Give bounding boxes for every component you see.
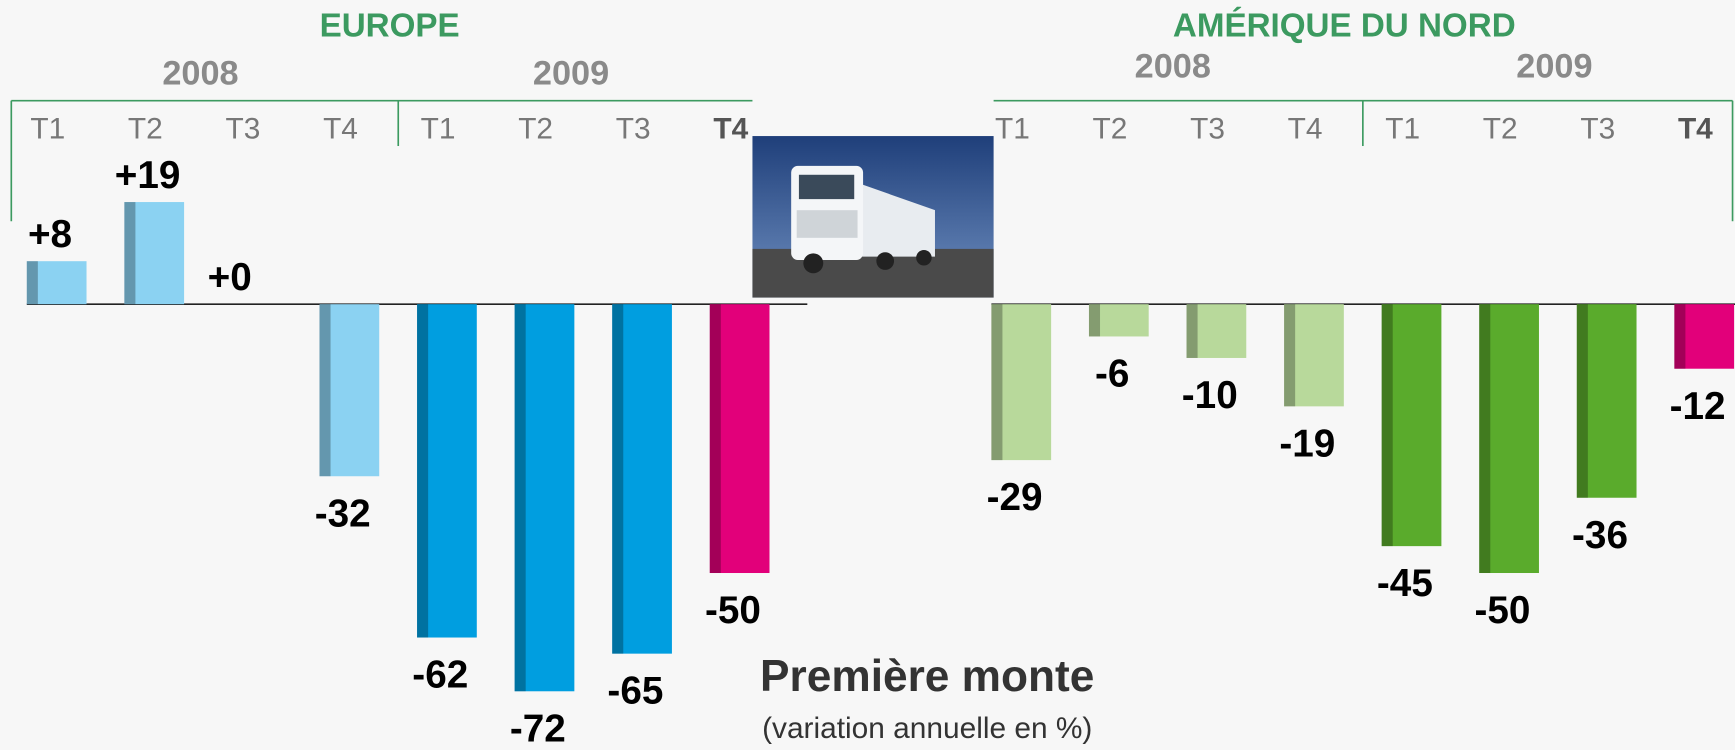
chart-title: Première monte <box>760 652 1094 701</box>
value-label: -6 <box>1095 353 1129 396</box>
bar-shade <box>1479 304 1490 573</box>
bar-shade <box>124 202 135 304</box>
value-label: +8 <box>28 213 72 256</box>
bar-shade <box>1382 304 1393 546</box>
bar-shade <box>991 304 1002 460</box>
year-label: 2008 <box>162 54 238 92</box>
category-label: T1 <box>1385 112 1420 145</box>
bar-shade <box>612 304 623 653</box>
value-label: -50 <box>1474 589 1530 632</box>
value-label: +19 <box>115 154 181 197</box>
value-label: -72 <box>510 707 566 750</box>
year-label: 2009 <box>533 54 609 92</box>
bar-shade <box>1674 304 1685 369</box>
category-label: T3 <box>226 112 261 145</box>
category-label: T2 <box>128 112 163 145</box>
panel-title: EUROPE <box>320 7 460 44</box>
category-label: T4 <box>1288 112 1323 145</box>
bar-shade <box>27 261 38 304</box>
value-label: -32 <box>315 492 371 535</box>
year-label: 2008 <box>1135 48 1211 86</box>
bar-shade <box>319 304 330 476</box>
bar-shade <box>1284 304 1295 406</box>
value-label: -12 <box>1670 385 1726 428</box>
value-label: -36 <box>1572 514 1628 557</box>
bar-shade <box>710 304 721 573</box>
category-label: T3 <box>1580 112 1615 145</box>
bar-shade <box>1089 304 1100 336</box>
chart: Première monte (variation annuelle en %)… <box>0 0 1735 750</box>
category-label: T2 <box>1483 112 1518 145</box>
category-label: T1 <box>995 112 1030 145</box>
value-label: +0 <box>208 256 252 299</box>
value-label: -10 <box>1182 374 1238 417</box>
bar-shade <box>1577 304 1588 498</box>
chart-subtitle: (variation annuelle en %) <box>762 712 1092 745</box>
category-label: T4 <box>323 112 358 145</box>
value-label: -19 <box>1279 422 1335 465</box>
bar-shade <box>515 304 526 691</box>
category-label: T2 <box>518 112 553 145</box>
bar-shade <box>1187 304 1198 358</box>
value-label: -29 <box>987 476 1043 519</box>
value-label: -50 <box>705 589 761 632</box>
bar-shade <box>417 304 428 637</box>
truck-photo <box>752 136 993 298</box>
category-label: T4 <box>713 112 748 145</box>
page: Première monte (variation annuelle en %)… <box>0 0 1735 750</box>
value-label: -62 <box>412 654 468 697</box>
category-label: T3 <box>616 112 651 145</box>
value-label: -65 <box>607 670 663 713</box>
category-label: T1 <box>30 112 65 145</box>
panel-title: AMÉRIQUE DU NORD <box>1173 6 1516 44</box>
category-label: T1 <box>421 112 456 145</box>
category-label: T2 <box>1093 112 1128 145</box>
background <box>0 0 1735 750</box>
category-label: T3 <box>1190 112 1225 145</box>
category-label: T4 <box>1678 112 1713 145</box>
year-label: 2009 <box>1516 48 1592 86</box>
value-label: -45 <box>1377 562 1433 605</box>
